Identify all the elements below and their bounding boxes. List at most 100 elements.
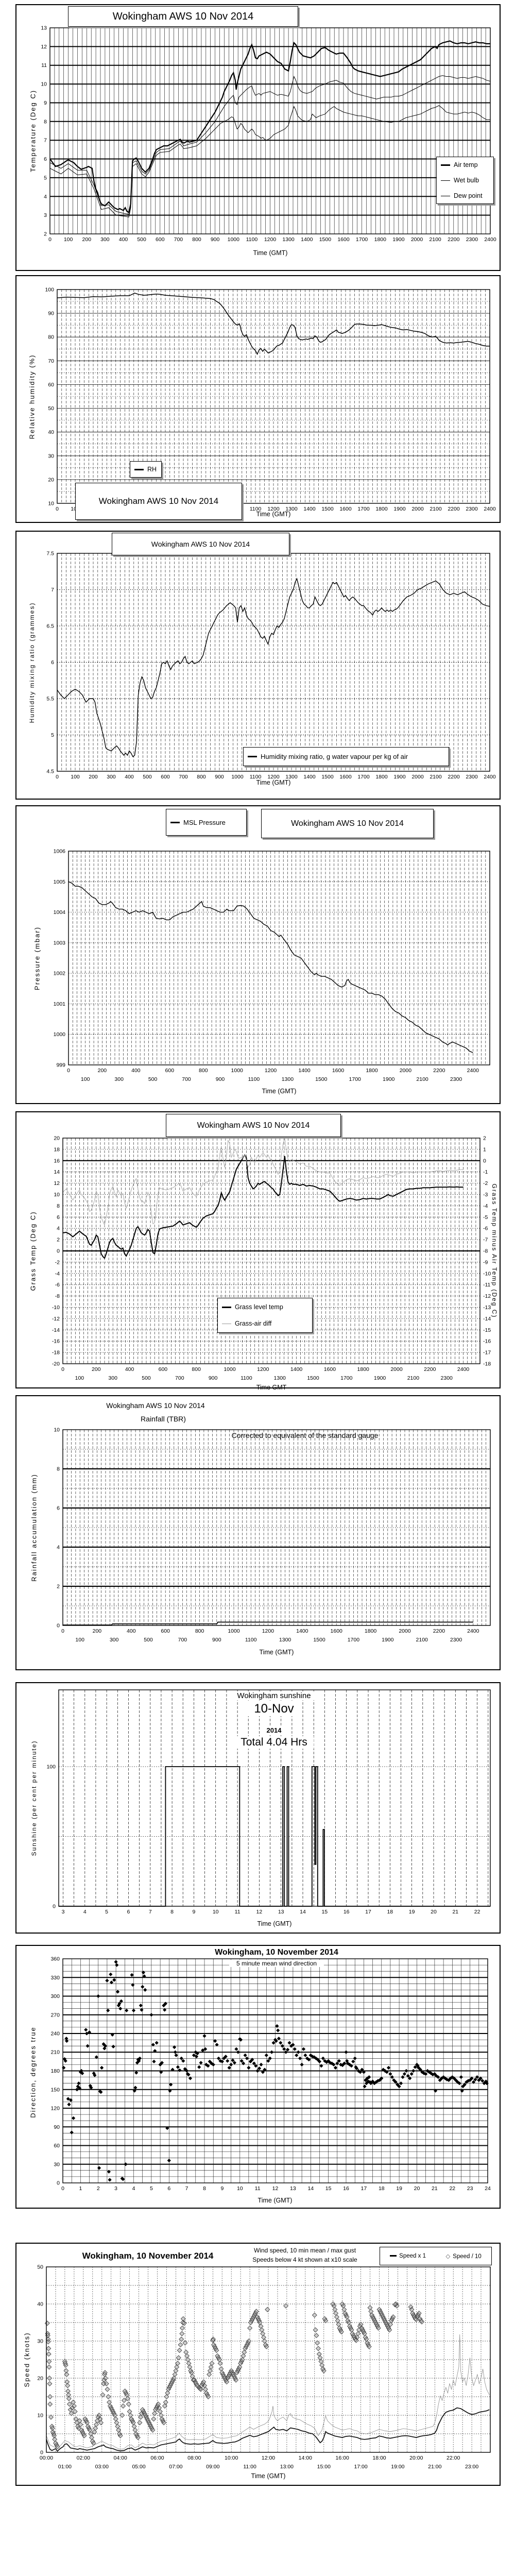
mixing-ratio-line-icon (248, 756, 257, 757)
svg-text:30: 30 (54, 2161, 60, 2167)
msl-pressure-line-icon (170, 821, 180, 823)
panel-sunshine: 3 4 5 6 7 8 9 10 11 12 13 14 15 16 17 18 19 20 21 22 0 100 Wo… (15, 1682, 501, 1934)
svg-text:800: 800 (192, 236, 201, 243)
svg-text:0: 0 (40, 2450, 43, 2456)
svg-text:10: 10 (213, 1909, 219, 1915)
svg-text:2: 2 (44, 231, 47, 238)
svg-text:7: 7 (149, 1909, 152, 1915)
svg-text:500: 500 (137, 236, 146, 243)
legend-item: Grass-air diff (218, 1319, 312, 1328)
svg-text:13: 13 (290, 2185, 296, 2192)
svg-text:300: 300 (50, 1993, 60, 1999)
svg-text:2000: 2000 (411, 236, 423, 243)
svg-text:5: 5 (51, 732, 54, 738)
svg-text:0: 0 (61, 1366, 64, 1372)
svg-text:2400: 2400 (467, 1067, 479, 1074)
svg-text:1: 1 (483, 1146, 486, 1153)
svg-text:24: 24 (485, 2185, 491, 2192)
svg-text:20: 20 (48, 477, 54, 483)
legend-item: ◇ Speed / 10 (445, 2253, 482, 2260)
svg-text:18: 18 (54, 1146, 60, 1153)
svg-text:0: 0 (57, 1248, 60, 1255)
svg-text:1100: 1100 (250, 506, 262, 512)
svg-text:8: 8 (170, 1909, 174, 1915)
chart-title: Wokingham AWS 10 Nov 2014 (261, 809, 434, 838)
y-axis-title: Speed (knots) (23, 2332, 31, 2387)
svg-text:1600: 1600 (332, 1067, 345, 1074)
svg-text:10: 10 (54, 1192, 60, 1198)
svg-text:16: 16 (344, 1909, 350, 1915)
svg-text:3: 3 (44, 212, 47, 218)
svg-text:120: 120 (50, 2106, 60, 2112)
svg-text:1500: 1500 (307, 1375, 319, 1381)
chart-year: 2014 (260, 1726, 288, 1734)
svg-text:14: 14 (300, 1909, 306, 1915)
chart-title: Wokingham AWS 10 Nov 2014 (106, 1401, 205, 1410)
svg-text:1300: 1300 (282, 236, 295, 243)
x-axis-title: Time (GMT) (256, 779, 291, 786)
svg-text:17: 17 (361, 2185, 367, 2192)
x-axis-title: Time (GMT) (257, 1920, 292, 1927)
svg-text:1002: 1002 (54, 971, 66, 977)
svg-text:0: 0 (61, 1628, 64, 1634)
svg-text:-7: -7 (483, 1237, 488, 1243)
rainfall-plot: 0100200300400500600700800900100011001200… (54, 1427, 491, 1643)
svg-text:30: 30 (48, 453, 54, 459)
svg-text:07:00: 07:00 (169, 2464, 182, 2470)
y-axis-title: Direction, degrees true (29, 2026, 37, 2118)
svg-text:60: 60 (54, 2143, 60, 2149)
svg-text:1200: 1200 (265, 1067, 277, 1074)
svg-text:0: 0 (48, 236, 52, 243)
chart-title: Wokingham, 10 November 2014 (208, 1948, 346, 1957)
svg-text:15:00: 15:00 (317, 2464, 331, 2470)
svg-text:1600: 1600 (339, 506, 352, 512)
svg-text:1400: 1400 (298, 1067, 311, 1074)
legend: Humidity mixing ratio, g water vapour pe… (243, 747, 449, 766)
svg-text:2100: 2100 (407, 1375, 420, 1381)
svg-text:800: 800 (192, 1366, 201, 1372)
svg-text:-8: -8 (483, 1248, 488, 1255)
x-axis-title: Time GMT (256, 1384, 287, 1391)
svg-text:2200: 2200 (424, 1366, 436, 1372)
svg-text:1700: 1700 (349, 1076, 362, 1082)
svg-text:19: 19 (409, 1909, 415, 1915)
svg-text:80: 80 (48, 334, 54, 341)
svg-text:1800: 1800 (374, 236, 387, 243)
svg-text:9: 9 (44, 100, 47, 106)
svg-text:2200: 2200 (448, 236, 460, 243)
svg-text:300: 300 (100, 236, 110, 243)
legend-item: MSL Pressure (166, 818, 230, 827)
svg-text:-3: -3 (483, 1192, 488, 1198)
chart-title: Wokingham AWS 10 Nov 2014 (112, 533, 289, 555)
svg-text:2: 2 (57, 1584, 60, 1590)
svg-text:1000: 1000 (54, 1031, 66, 1038)
svg-text:12: 12 (256, 1909, 263, 1915)
svg-text:2100: 2100 (430, 774, 442, 780)
svg-text:800: 800 (199, 1067, 208, 1074)
svg-text:-12: -12 (52, 1316, 60, 1322)
svg-text:23:00: 23:00 (465, 2464, 478, 2470)
svg-text:2300: 2300 (466, 774, 478, 780)
svg-text:90: 90 (54, 2124, 60, 2130)
svg-text:05:00: 05:00 (132, 2464, 145, 2470)
chart-subtitle: 5 minute mean wind direction (229, 1960, 324, 1967)
svg-text:08:00: 08:00 (187, 2455, 201, 2461)
svg-text:600: 600 (156, 236, 165, 243)
svg-text:100: 100 (75, 1375, 84, 1381)
legend-item: Dew point (437, 191, 493, 200)
svg-text:7: 7 (185, 2185, 188, 2192)
svg-text:10:00: 10:00 (225, 2455, 238, 2461)
svg-text:6: 6 (167, 2185, 170, 2192)
svg-text:8: 8 (44, 118, 47, 125)
svg-text:1900: 1900 (382, 1637, 394, 1643)
svg-text:2400: 2400 (467, 1628, 479, 1634)
svg-text:330: 330 (50, 1975, 60, 1981)
svg-text:700: 700 (174, 236, 183, 243)
svg-text:11:00: 11:00 (243, 2464, 256, 2470)
svg-text:200: 200 (82, 236, 92, 243)
svg-text:1: 1 (79, 2185, 82, 2192)
svg-text:16: 16 (343, 2185, 349, 2192)
svg-text:1900: 1900 (383, 1076, 395, 1082)
chart-subtitle-1: Wind speed, 10 min mean / max gust (253, 2247, 356, 2254)
svg-text:2200: 2200 (448, 774, 460, 780)
